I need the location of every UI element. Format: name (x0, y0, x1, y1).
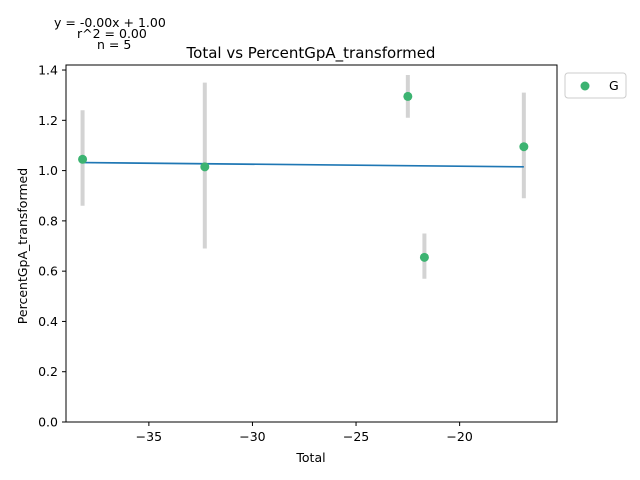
chart-title: Total vs PercentGpA_transformed (186, 44, 436, 63)
legend-marker (580, 81, 590, 91)
y-tick-label: 1.0 (38, 163, 58, 178)
x-axis-label: Total (295, 450, 325, 465)
plot-area: −35 −30 −25 −20 0.0 0.2 0.4 0.6 0.8 1.0 1.2 1.4 (38, 63, 558, 444)
data-point (419, 252, 429, 262)
sample-size-label: n = 5 (97, 37, 132, 52)
y-tick-label: 0.4 (38, 314, 58, 329)
legend-label: G (609, 78, 619, 93)
regression-equation: y = -0.00x + 1.00 (54, 15, 166, 30)
y-tick-label: 0.8 (38, 213, 58, 228)
data-point (519, 142, 529, 152)
axes-frame (65, 64, 558, 423)
data-point (403, 91, 413, 101)
data-point (200, 162, 210, 172)
r-squared-label: r^2 = 0.00 (77, 26, 147, 41)
x-tick-label: −25 (343, 429, 369, 444)
y-tick-label: 1.2 (38, 113, 58, 128)
y-axis-label: PercentGpA_transformed (15, 168, 30, 324)
x-tick-label: −35 (136, 429, 162, 444)
legend: G (564, 72, 627, 99)
y-tick-label: 1.4 (38, 63, 58, 78)
y-tick-label: 0.2 (38, 364, 58, 379)
y-tick-label: 0.0 (38, 415, 58, 430)
data-point (78, 154, 88, 164)
x-tick-label: −30 (239, 429, 265, 444)
x-tick-label: −20 (446, 429, 472, 444)
legend-box (564, 72, 627, 99)
y-tick-label: 0.6 (38, 264, 58, 279)
regression-line (82, 161, 524, 168)
